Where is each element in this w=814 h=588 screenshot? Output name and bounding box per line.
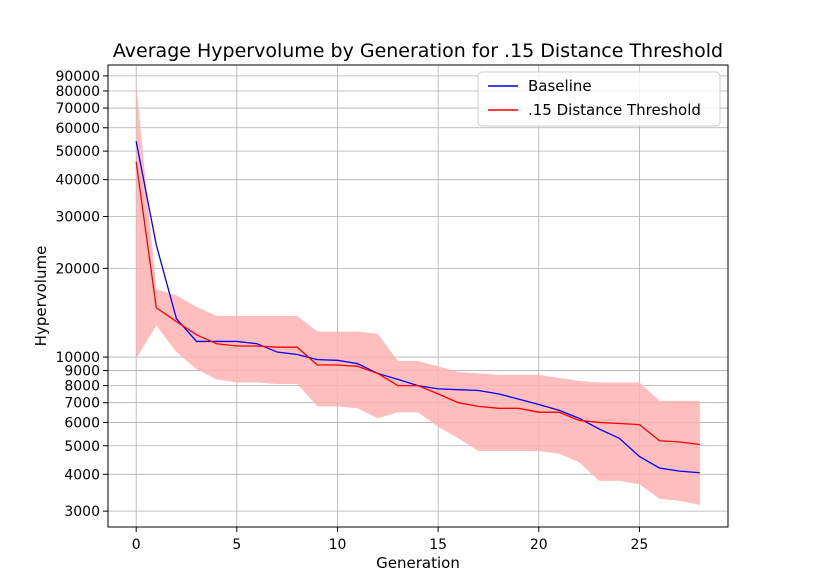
y-tick-label: 6000	[64, 415, 100, 431]
x-tick-label: 20	[530, 537, 548, 553]
y-tick-label: 20000	[55, 261, 100, 277]
y-tick-label: 7000	[64, 396, 100, 412]
x-axis-label: Generation	[376, 554, 460, 572]
y-tick-label: 70000	[55, 101, 100, 117]
x-tick-label: 25	[631, 537, 649, 553]
legend-label: .15 Distance Threshold	[528, 101, 701, 119]
series-line	[135, 161, 700, 446]
series-band	[136, 83, 700, 505]
y-tick-label: 60000	[55, 121, 100, 137]
plot-frame	[107, 64, 729, 528]
y-tick-label: 30000	[55, 209, 100, 225]
y-tick-label: 5000	[64, 439, 100, 455]
series-lines	[135, 141, 700, 474]
confidence-bands	[136, 83, 700, 505]
y-tick-label: 8000	[64, 379, 100, 395]
y-tick-label: 10000	[55, 350, 100, 366]
y-tick-label: 9000	[64, 364, 100, 380]
y-tick-label: 4000	[64, 467, 100, 483]
x-tick-label: 15	[429, 537, 447, 553]
legend-label: Baseline	[528, 77, 592, 95]
x-axis-ticks: 0 5 10 15 20 25	[132, 527, 649, 553]
y-tick-label: 80000	[55, 84, 100, 100]
x-tick-label: 10	[329, 537, 347, 553]
legend-box	[477, 71, 721, 127]
y-tick-label: 50000	[55, 144, 100, 160]
x-tick-label: 5	[232, 537, 241, 553]
y-axis-label: Hypervolume	[32, 246, 50, 347]
legend: Baseline .15 Distance Threshold	[477, 71, 721, 127]
x-tick-label: 0	[132, 537, 141, 553]
chart-title: Average Hypervolume by Generation for .1…	[113, 40, 723, 62]
y-tick-label: 3000	[64, 504, 100, 520]
y-tick-label: 90000	[55, 69, 100, 85]
y-tick-label: 40000	[55, 173, 100, 189]
